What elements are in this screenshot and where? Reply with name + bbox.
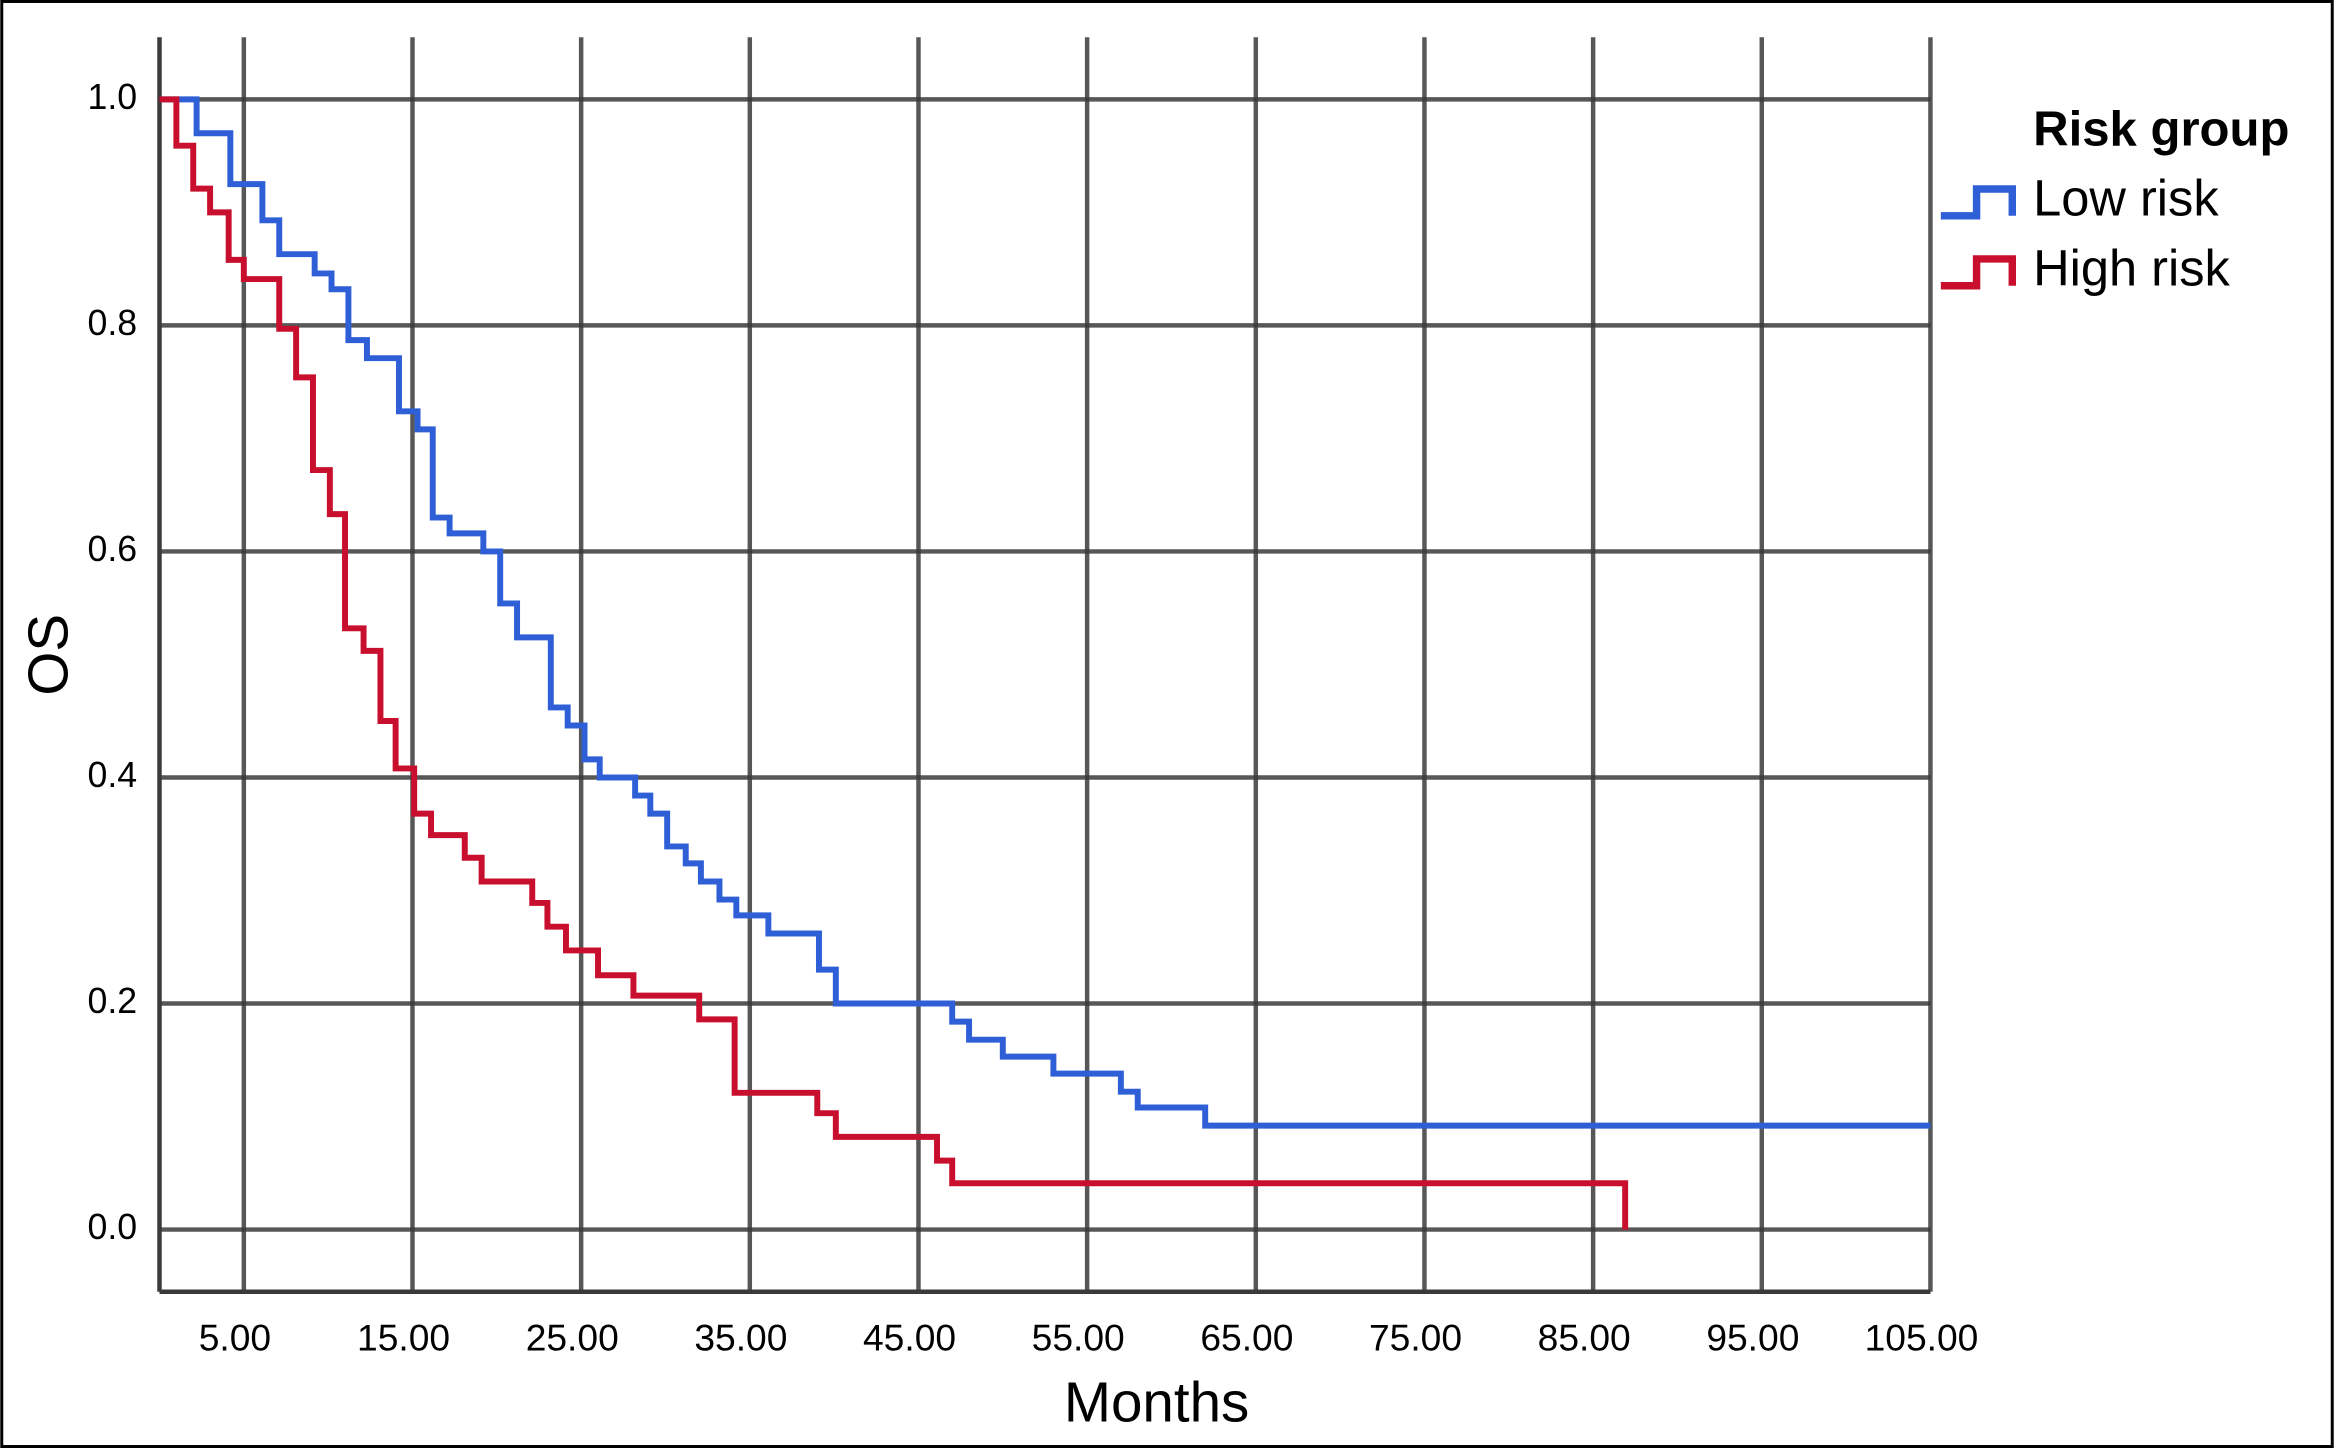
legend-label: Low risk — [2033, 170, 2219, 227]
x-tick-label: 45.00 — [863, 1317, 956, 1359]
y-tick-label: 0.8 — [88, 303, 138, 343]
grid — [159, 37, 1933, 1292]
legend: Risk group Low risk High risk — [1940, 102, 2290, 297]
x-tick-label: 35.00 — [694, 1317, 787, 1359]
x-tick-label: 55.00 — [1032, 1317, 1125, 1359]
x-tick-label: 5.00 — [199, 1317, 271, 1359]
x-tick-label: 75.00 — [1369, 1317, 1462, 1359]
survival-curve — [159, 96, 1629, 1230]
x-tick-label: 25.00 — [526, 1317, 619, 1359]
y-tick-label: 0.0 — [88, 1207, 138, 1247]
y-tick-label: 0.2 — [88, 981, 138, 1021]
x-tick-label: 65.00 — [1200, 1317, 1293, 1359]
x-tick-label: 95.00 — [1706, 1317, 1799, 1359]
legend-title: Risk group — [2033, 102, 2289, 156]
legend-label: High risk — [2033, 240, 2230, 297]
y-tick-label: 1.0 — [88, 77, 138, 117]
x-axis-label: Months — [1064, 1370, 1249, 1433]
legend-swatch — [1940, 185, 2017, 220]
y-axis-label: OS — [16, 614, 79, 696]
y-tick-label: 0.6 — [88, 529, 138, 569]
y-tick-label: 0.4 — [88, 755, 138, 795]
survival-curve — [159, 96, 1931, 1129]
x-tick-label: 105.00 — [1865, 1317, 1979, 1359]
x-tick-label: 15.00 — [357, 1317, 450, 1359]
legend-swatch — [1940, 255, 2017, 290]
x-tick-label: 85.00 — [1538, 1317, 1631, 1359]
